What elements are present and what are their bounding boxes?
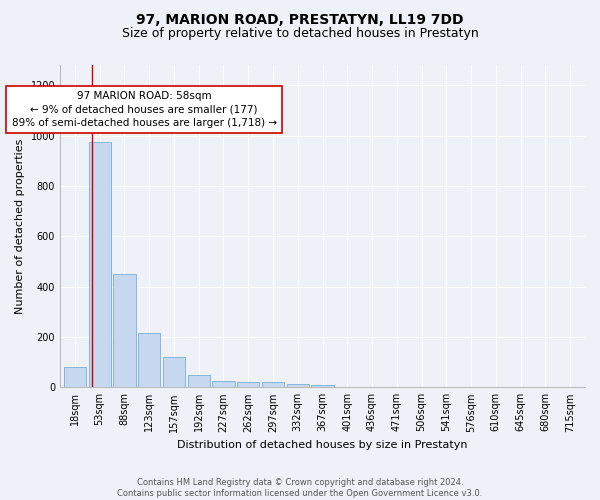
Bar	[212, 381, 235, 388]
Text: 97, MARION ROAD, PRESTATYN, LL19 7DD: 97, MARION ROAD, PRESTATYN, LL19 7DD	[136, 12, 464, 26]
Text: Size of property relative to detached houses in Prestatyn: Size of property relative to detached ho…	[122, 28, 478, 40]
Text: 97 MARION ROAD: 58sqm
← 9% of detached houses are smaller (177)
89% of semi-deta: 97 MARION ROAD: 58sqm ← 9% of detached h…	[11, 92, 277, 128]
X-axis label: Distribution of detached houses by size in Prestatyn: Distribution of detached houses by size …	[177, 440, 468, 450]
Bar	[262, 382, 284, 388]
Bar	[113, 274, 136, 388]
Bar	[311, 385, 334, 388]
Bar	[64, 367, 86, 388]
Bar	[237, 382, 259, 388]
Text: Contains HM Land Registry data © Crown copyright and database right 2024.
Contai: Contains HM Land Registry data © Crown c…	[118, 478, 482, 498]
Bar	[163, 357, 185, 388]
Bar	[138, 333, 160, 388]
Bar	[287, 384, 309, 388]
Bar	[188, 376, 210, 388]
Bar	[89, 142, 111, 388]
Y-axis label: Number of detached properties: Number of detached properties	[15, 138, 25, 314]
